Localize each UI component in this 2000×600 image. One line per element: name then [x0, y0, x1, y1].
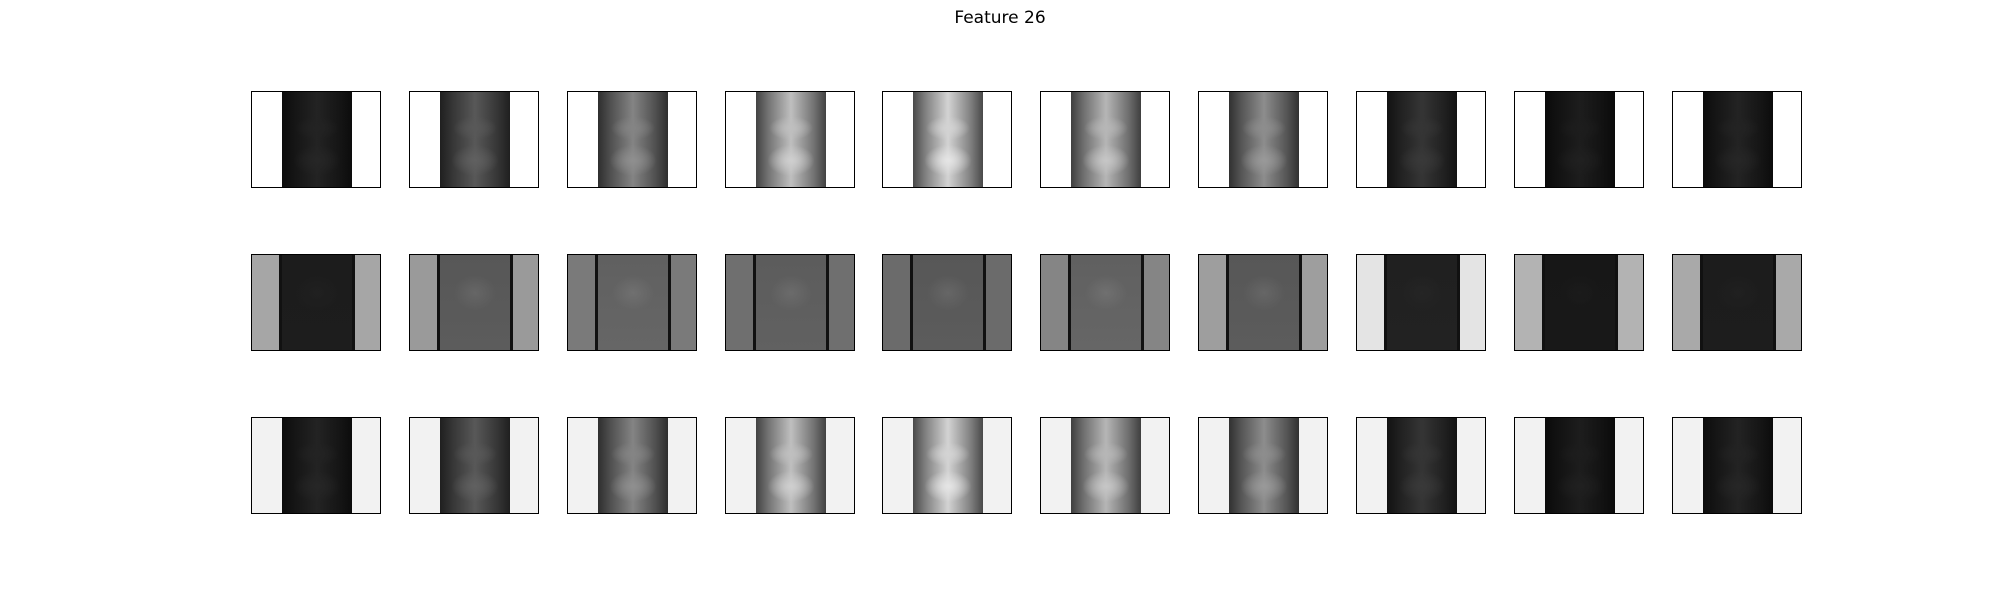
feature-panel-r3-c3 — [567, 417, 697, 514]
feature-strip — [1229, 92, 1299, 187]
feature-edge-right — [1457, 255, 1460, 350]
feature-edge-left — [753, 255, 756, 350]
feature-edge-right — [668, 255, 671, 350]
feature-strip — [440, 418, 510, 513]
feature-panel-r1-c7 — [1198, 91, 1328, 188]
feature-edge-left — [437, 255, 440, 350]
feature-panel-r1-c9 — [1514, 91, 1644, 188]
feature-panel-r1-c8 — [1356, 91, 1486, 188]
feature-edge-left — [910, 255, 913, 350]
feature-strip — [1229, 255, 1299, 350]
feature-strip — [282, 92, 352, 187]
feature-panel-r2-c5 — [882, 254, 1012, 351]
feature-strip — [913, 255, 983, 350]
feature-panel-r2-c2 — [409, 254, 539, 351]
feature-edge-right — [826, 255, 829, 350]
feature-strip — [756, 418, 826, 513]
feature-strip — [1071, 92, 1141, 187]
feature-panel-r2-c1 — [251, 254, 381, 351]
feature-panel-r3-c10 — [1672, 417, 1802, 514]
feature-strip — [598, 92, 668, 187]
feature-strip — [440, 92, 510, 187]
feature-panel-r1-c6 — [1040, 91, 1170, 188]
feature-strip — [1703, 255, 1773, 350]
feature-strip — [1703, 92, 1773, 187]
feature-panel-r3-c2 — [409, 417, 539, 514]
feature-strip — [1229, 418, 1299, 513]
feature-edge-left — [1226, 255, 1229, 350]
feature-strip — [1071, 255, 1141, 350]
feature-edge-right — [1141, 255, 1144, 350]
feature-edge-left — [1700, 255, 1703, 350]
feature-panel-r1-c3 — [567, 91, 697, 188]
feature-strip — [440, 255, 510, 350]
feature-panel-r3-c9 — [1514, 417, 1644, 514]
feature-panel-r3-c1 — [251, 417, 381, 514]
feature-strip — [756, 255, 826, 350]
feature-panel-r2-c3 — [567, 254, 697, 351]
feature-panel-r3-c4 — [725, 417, 855, 514]
feature-strip — [1545, 92, 1615, 187]
feature-edge-right — [1773, 255, 1776, 350]
feature-edge-right — [983, 255, 986, 350]
feature-edge-right — [1615, 255, 1618, 350]
feature-edge-right — [1299, 255, 1302, 350]
feature-panel-r1-c2 — [409, 91, 539, 188]
feature-strip — [913, 92, 983, 187]
feature-strip — [598, 255, 668, 350]
feature-strip — [282, 255, 352, 350]
feature-strip — [598, 418, 668, 513]
feature-strip — [1545, 255, 1615, 350]
feature-edge-left — [1542, 255, 1545, 350]
feature-edge-right — [510, 255, 513, 350]
feature-panel-r1-c10 — [1672, 91, 1802, 188]
feature-strip — [1387, 255, 1457, 350]
feature-panel-r3-c5 — [882, 417, 1012, 514]
feature-strip — [913, 418, 983, 513]
feature-panel-r2-c6 — [1040, 254, 1170, 351]
feature-strip — [756, 92, 826, 187]
feature-strip — [1545, 418, 1615, 513]
feature-panel-r2-c10 — [1672, 254, 1802, 351]
feature-edge-left — [1384, 255, 1387, 350]
feature-strip — [1703, 418, 1773, 513]
feature-edge-right — [352, 255, 355, 350]
feature-panel-r2-c4 — [725, 254, 855, 351]
figure-title: Feature 26 — [954, 8, 1046, 28]
feature-panel-r2-c7 — [1198, 254, 1328, 351]
feature-panel-r1-c5 — [882, 91, 1012, 188]
feature-strip — [1387, 418, 1457, 513]
feature-panel-r3-c7 — [1198, 417, 1328, 514]
feature-strip — [1071, 418, 1141, 513]
feature-edge-left — [1068, 255, 1071, 350]
feature-panel-r3-c8 — [1356, 417, 1486, 514]
feature-strip — [1387, 92, 1457, 187]
feature-panel-r1-c4 — [725, 91, 855, 188]
feature-panel-r1-c1 — [251, 91, 381, 188]
feature-strip — [282, 418, 352, 513]
feature-edge-left — [279, 255, 282, 350]
feature-panel-r2-c8 — [1356, 254, 1486, 351]
feature-panel-r3-c6 — [1040, 417, 1170, 514]
feature-panel-r2-c9 — [1514, 254, 1644, 351]
feature-edge-left — [595, 255, 598, 350]
